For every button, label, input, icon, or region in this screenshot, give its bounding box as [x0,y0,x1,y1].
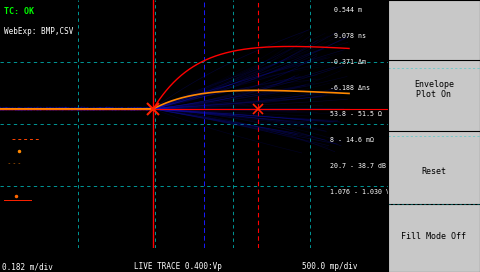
Text: 53.8 - 51.5 Ω: 53.8 - 51.5 Ω [322,112,382,118]
Text: Reset: Reset [421,167,446,176]
Text: 9.078 ns: 9.078 ns [322,33,366,39]
Text: -6.188 Δns: -6.188 Δns [322,85,370,91]
Text: 20.7 - 38.7 dB: 20.7 - 38.7 dB [322,163,386,169]
Text: 1.076 - 1.030 VSWR: 1.076 - 1.030 VSWR [322,189,402,195]
Text: LIVE TRACE 0.400:Vp: LIVE TRACE 0.400:Vp [134,262,222,271]
Text: 0.182 m/div: 0.182 m/div [2,262,53,271]
Text: 500.0 mp/div: 500.0 mp/div [302,262,358,271]
Text: Envelope
Plot On: Envelope Plot On [414,80,454,100]
Text: Fill Mode Off: Fill Mode Off [401,232,467,241]
Text: WebExp: BMP,CSV: WebExp: BMP,CSV [4,27,73,36]
Text: TC: OK: TC: OK [4,7,34,16]
Text: -0.371 Δm: -0.371 Δm [322,59,366,65]
Text: 0.544 m: 0.544 m [322,7,362,13]
Text: 8 - 14.6 mΩ: 8 - 14.6 mΩ [322,137,374,143]
